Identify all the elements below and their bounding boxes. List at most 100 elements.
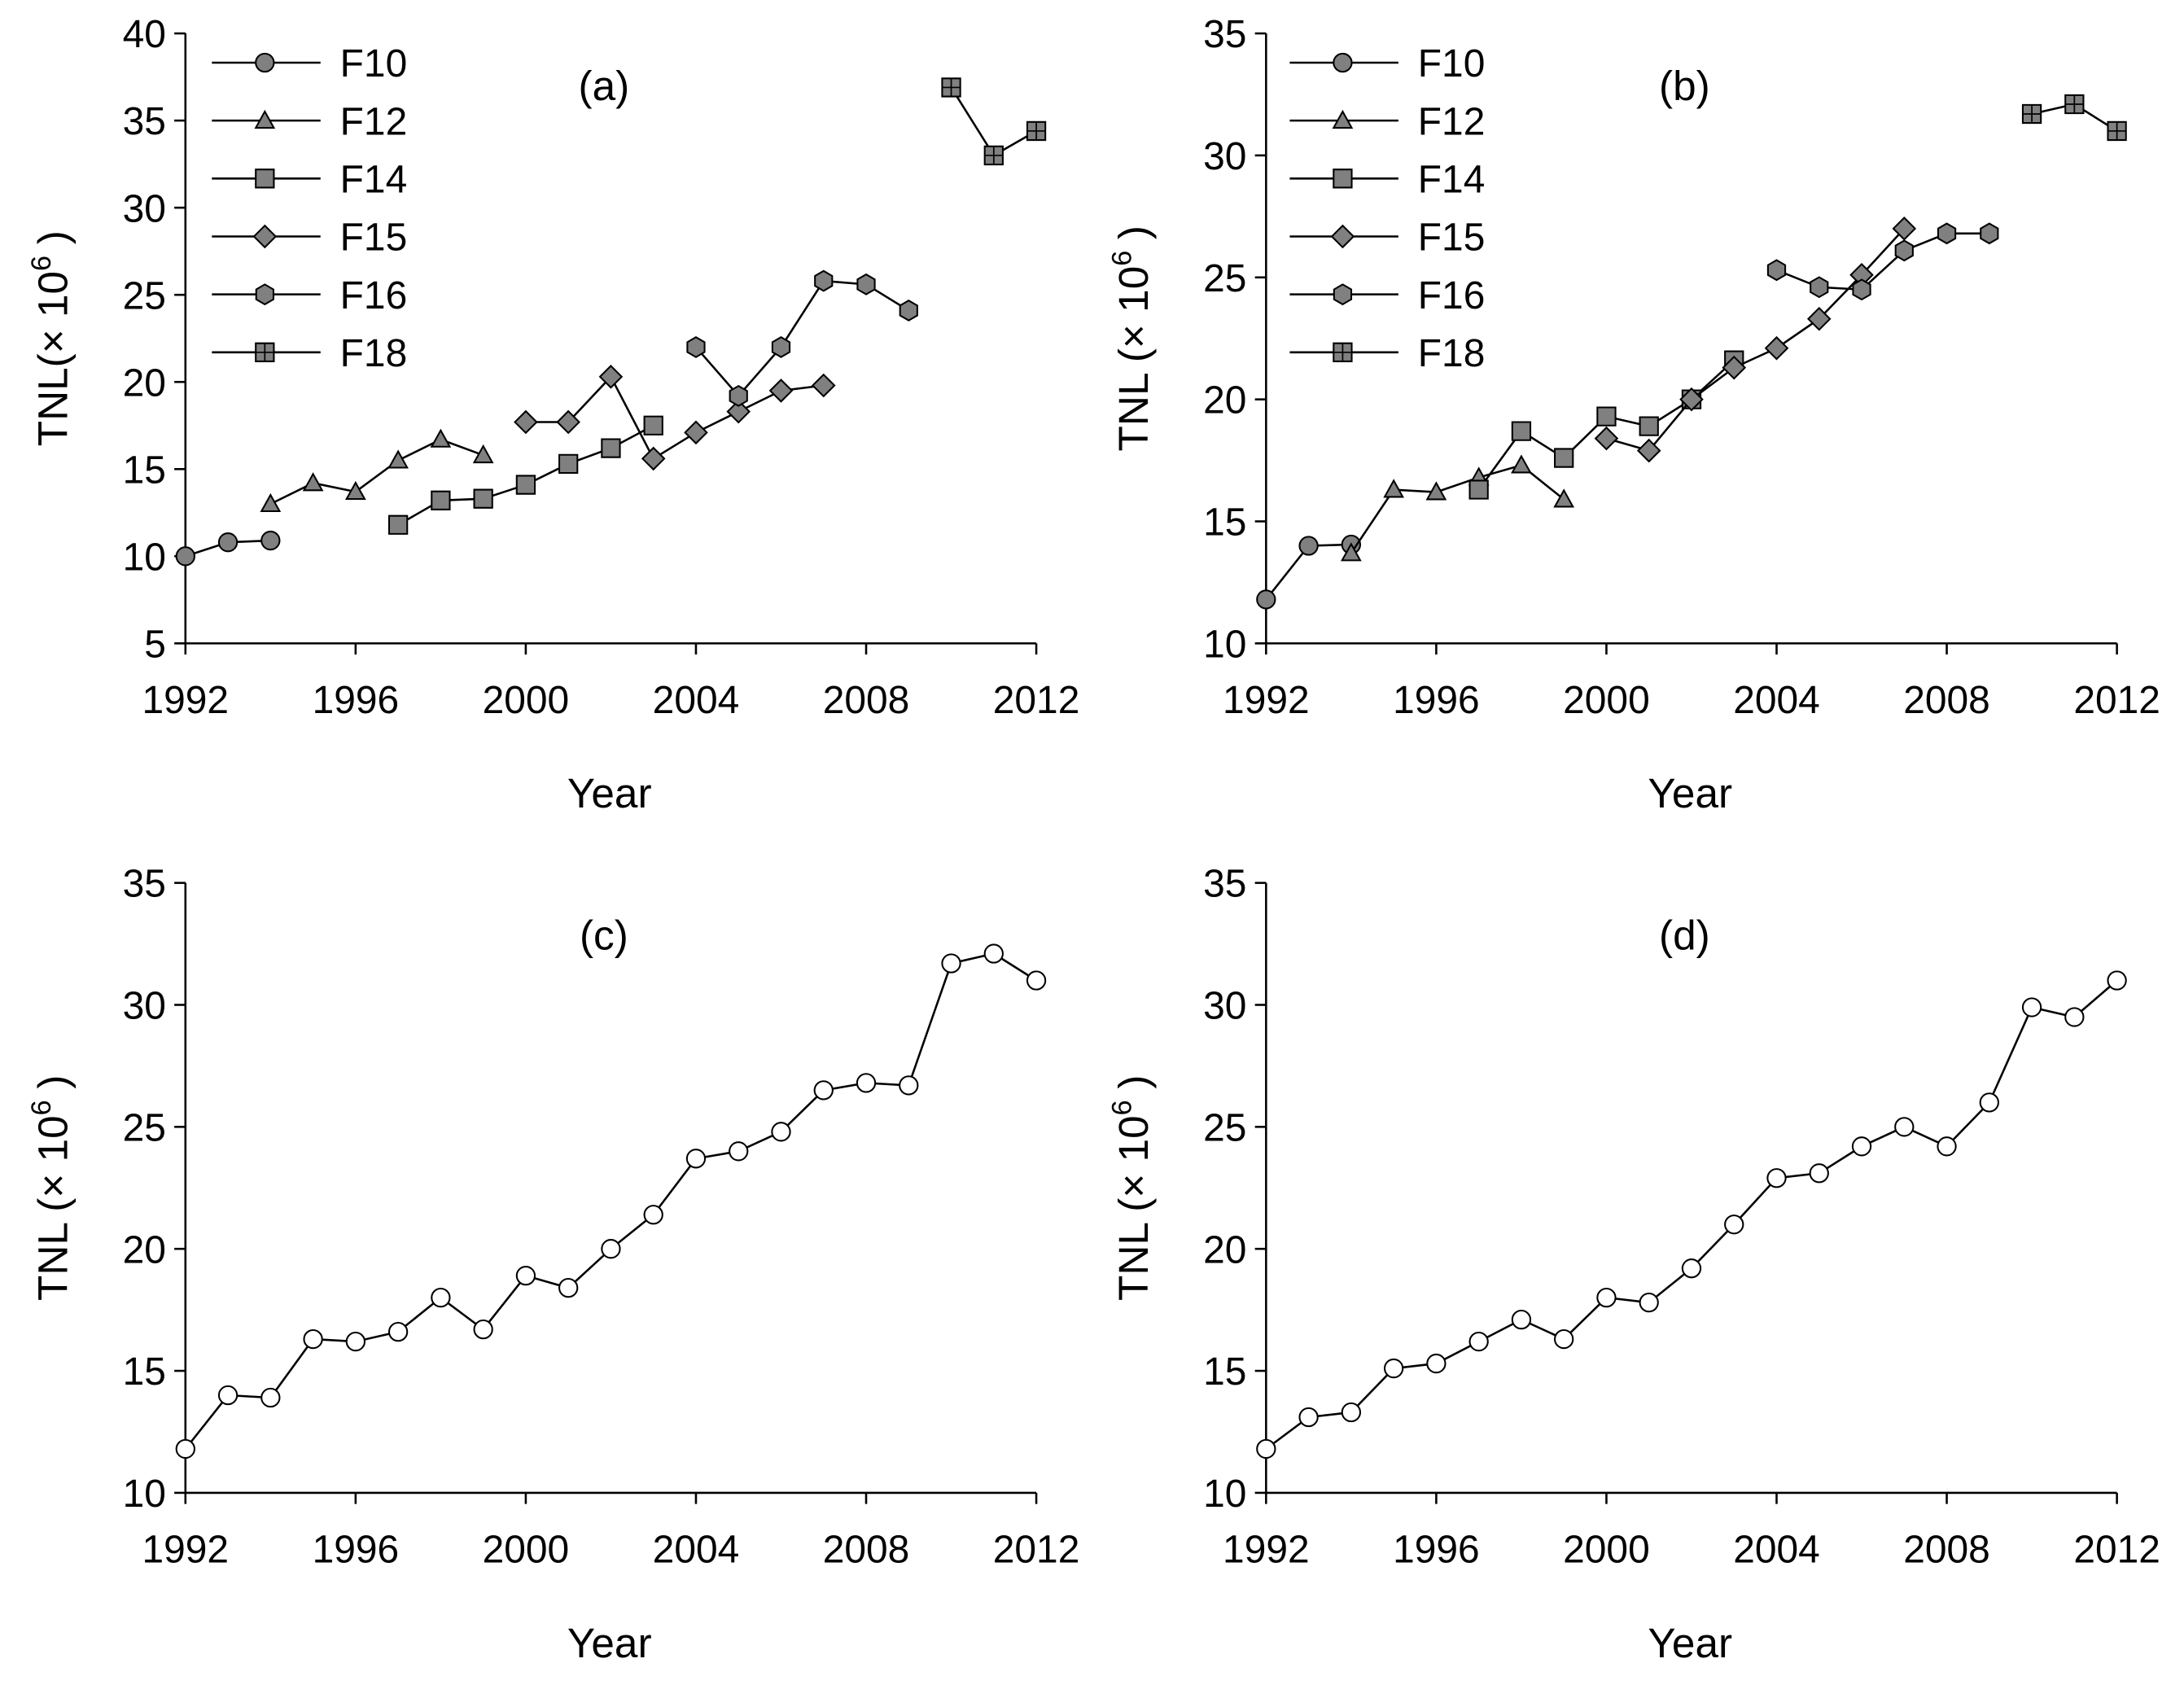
marker (255, 168, 275, 189)
x-tick-label: 1992 (1223, 679, 1310, 722)
marker (1511, 421, 1532, 441)
marker (641, 446, 666, 471)
x-tick-label: 2012 (2073, 679, 2160, 722)
marker (387, 1321, 409, 1342)
x-axis-label: Year (567, 770, 652, 816)
y-tick-label: 15 (1203, 1350, 1246, 1394)
series-line (1606, 227, 1906, 453)
y-tick-label: 20 (1203, 379, 1246, 422)
panel: 10 15 20 25 30 35 1992 1996 2000 2004 2008 2012 Year… (26, 863, 1079, 1666)
x-axis-label: Year (1648, 770, 1732, 816)
marker-cross (2022, 104, 2042, 124)
marker (1333, 168, 1353, 189)
y-tick-label: 25 (1203, 257, 1246, 300)
marker (1256, 589, 1276, 610)
y-label-text: TNL (× 10 (1110, 266, 1157, 452)
marker-cross (2065, 94, 2084, 114)
panel-label: (a) (579, 63, 630, 109)
panel-label: (d) (1659, 913, 1710, 959)
series-line (1776, 232, 1989, 291)
marker (515, 1266, 536, 1286)
series-line (1265, 979, 2118, 1450)
panel: 10 15 20 25 30 35 1992 1996 2000 2004 2008 2012 Year… (1106, 13, 2160, 816)
marker (899, 300, 918, 322)
marker (1894, 1117, 1915, 1137)
marker (601, 1239, 621, 1259)
legend-label: F18 (340, 332, 408, 375)
x-tick-label: 2000 (1563, 679, 1650, 722)
panel: 5 10 15 20 25 30 35 40 1992 1996 2000 2004 2008 2012 Y… (26, 13, 1079, 816)
marker (430, 428, 452, 448)
marker (558, 1278, 579, 1298)
y-label-text: TNL (× 10 (29, 1115, 76, 1301)
marker (726, 399, 751, 424)
marker (558, 453, 579, 474)
panel-label: (b) (1659, 63, 1710, 109)
marker (598, 365, 624, 389)
y-tick-label: 35 (123, 863, 166, 906)
marker (387, 514, 409, 535)
marker (1806, 306, 1832, 331)
marker (1426, 1353, 1447, 1374)
y-label-sup: 6 (1106, 1100, 1137, 1115)
y-tick-label: 30 (123, 187, 166, 230)
x-axis-label: Year (1648, 1620, 1732, 1666)
marker (1333, 52, 1353, 73)
legend-label: F16 (1418, 274, 1486, 317)
marker (768, 379, 794, 403)
marker (1553, 488, 1575, 508)
marker-cross (2107, 121, 2126, 141)
marker (1383, 479, 1404, 498)
x-tick-label: 2004 (1733, 1528, 1820, 1571)
marker (983, 943, 1004, 964)
y-axis-label: TNL (× 106) (1106, 1075, 1157, 1301)
x-tick-label: 2008 (823, 679, 910, 722)
y-label-sup: 6 (26, 1100, 57, 1115)
marker (303, 1328, 323, 1350)
marker (1639, 416, 1659, 436)
marker (255, 52, 275, 73)
marker (1341, 1402, 1362, 1423)
marker (1341, 542, 1362, 562)
marker (260, 1387, 281, 1408)
marker (217, 532, 239, 553)
marker (515, 475, 536, 495)
marker (1026, 970, 1047, 991)
panel: 10 15 20 25 30 35 1992 1996 2000 2004 2008 2012 Year… (1106, 863, 2160, 1666)
marker (1724, 1215, 1744, 1235)
marker (814, 269, 834, 292)
y-tick-label: 25 (123, 1106, 166, 1149)
marker (1511, 454, 1532, 474)
marker (1298, 1407, 1319, 1428)
marker (729, 384, 748, 407)
marker (1256, 1438, 1276, 1460)
y-label-end: ) (29, 1075, 76, 1089)
marker (1332, 109, 1354, 129)
marker (1852, 278, 1871, 301)
series-line (694, 279, 909, 398)
y-tick-label: 10 (1203, 1473, 1246, 1516)
marker (1766, 259, 1787, 282)
legend-label: F15 (1418, 217, 1486, 260)
y-tick-label: 30 (1203, 135, 1246, 178)
marker (344, 480, 366, 501)
x-axis-label: Year (567, 1620, 652, 1666)
marker (175, 546, 195, 567)
marker (1810, 276, 1829, 299)
y-tick-label: 25 (1203, 1106, 1246, 1149)
y-tick-label: 20 (123, 1228, 166, 1271)
marker (686, 335, 706, 358)
marker-cross (256, 343, 274, 361)
legend-label: F14 (340, 158, 408, 201)
marker (473, 488, 493, 509)
marker (1766, 1168, 1787, 1188)
marker (1594, 426, 1619, 451)
marker (2107, 970, 2127, 991)
marker (1468, 1331, 1489, 1352)
marker-cross (942, 78, 961, 97)
series-line (184, 952, 1037, 1450)
x-tick-label: 1996 (313, 1528, 400, 1571)
y-tick-label: 40 (123, 13, 166, 56)
marker (856, 1073, 877, 1093)
x-tick-label: 2012 (993, 679, 1080, 722)
